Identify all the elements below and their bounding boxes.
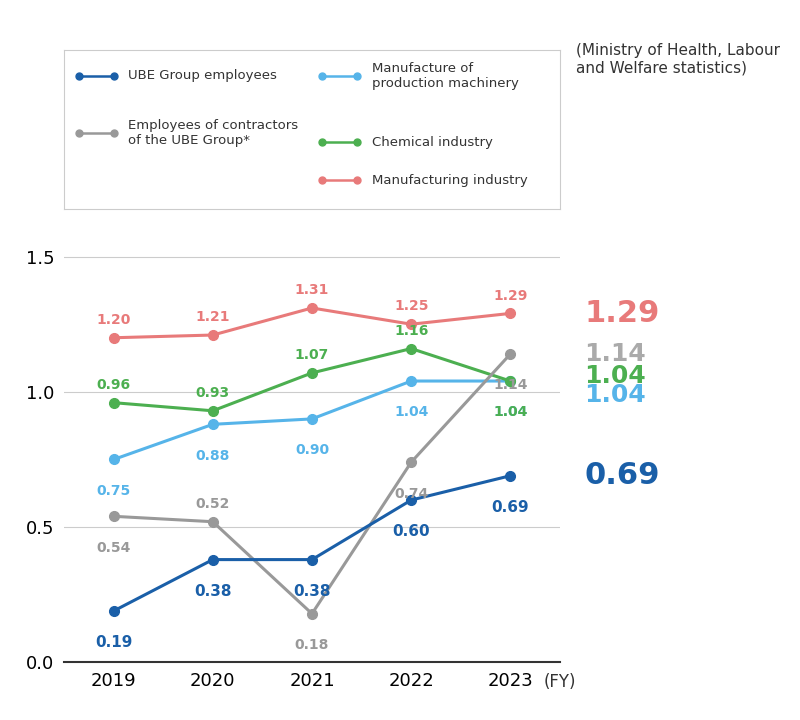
Text: 0.74: 0.74	[394, 487, 428, 500]
Text: 1.29: 1.29	[584, 299, 659, 328]
Text: 1.04: 1.04	[494, 405, 527, 419]
Text: 0.93: 0.93	[196, 386, 230, 400]
Text: 1.21: 1.21	[195, 310, 230, 324]
Text: Manufacture of
production machinery: Manufacture of production machinery	[371, 62, 518, 90]
Text: 0.18: 0.18	[295, 638, 329, 652]
Text: 1.04: 1.04	[494, 405, 527, 419]
Text: 1.29: 1.29	[494, 289, 527, 302]
Text: 0.69: 0.69	[584, 462, 659, 490]
Text: 0.38: 0.38	[294, 584, 330, 599]
Text: 0.96: 0.96	[97, 378, 130, 392]
Text: 0.75: 0.75	[97, 484, 130, 498]
Text: 0.69: 0.69	[491, 500, 530, 515]
Text: UBE Group employees: UBE Group employees	[129, 69, 278, 82]
Text: 0.38: 0.38	[194, 584, 231, 599]
Text: 1.20: 1.20	[97, 313, 130, 327]
Text: 0.90: 0.90	[295, 444, 329, 457]
Text: 1.14: 1.14	[584, 342, 646, 366]
Text: 0.60: 0.60	[392, 524, 430, 539]
Text: 0.52: 0.52	[196, 497, 230, 511]
Text: 1.14: 1.14	[493, 378, 528, 392]
Text: Manufacturing industry: Manufacturing industry	[371, 174, 527, 186]
Text: Chemical industry: Chemical industry	[371, 136, 492, 149]
Text: 1.31: 1.31	[295, 283, 329, 297]
Text: Employees of contractors
of the UBE Group*: Employees of contractors of the UBE Grou…	[129, 119, 298, 147]
Text: (Ministry of Health, Labour
and Welfare statistics): (Ministry of Health, Labour and Welfare …	[576, 43, 780, 76]
Text: 1.25: 1.25	[394, 300, 429, 313]
Text: 1.16: 1.16	[394, 324, 428, 338]
Text: (FY): (FY)	[543, 673, 576, 691]
Text: 1.04: 1.04	[394, 405, 428, 419]
Text: 1.04: 1.04	[584, 382, 646, 407]
Text: 0.54: 0.54	[97, 541, 130, 554]
Text: 0.19: 0.19	[95, 635, 132, 650]
Text: 1.04: 1.04	[584, 364, 646, 387]
Text: 0.88: 0.88	[196, 449, 230, 463]
Text: 1.07: 1.07	[295, 348, 329, 362]
